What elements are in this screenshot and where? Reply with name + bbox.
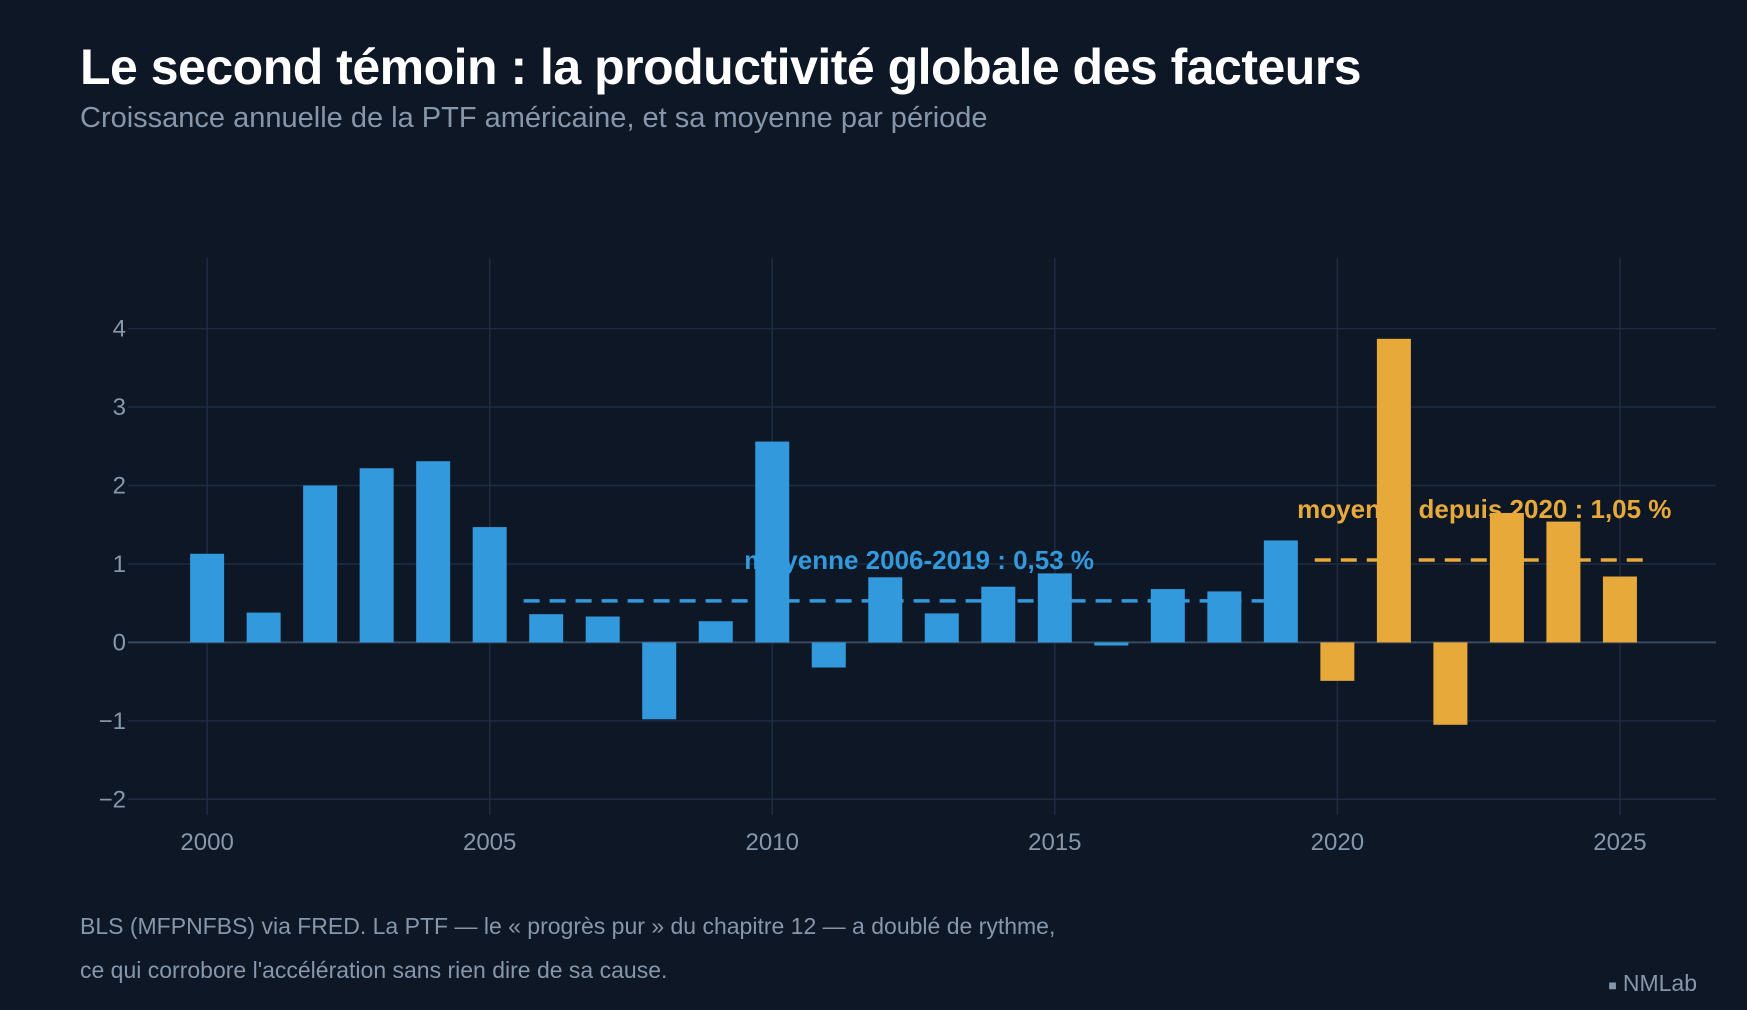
bar-2009 xyxy=(698,621,733,643)
bar-2000 xyxy=(190,553,225,643)
brand-label: NMLab xyxy=(1622,970,1697,996)
square-dot-icon: ■ xyxy=(1608,976,1617,993)
bar-2019 xyxy=(1263,540,1298,643)
y-tick-label: −2 xyxy=(99,786,126,813)
y-tick-label: 0 xyxy=(113,629,126,656)
y-tick-label: −1 xyxy=(99,708,126,735)
average-labels: moyenne 2006-2019 : 0,53 % moyenne depuis… xyxy=(744,494,1671,575)
bar-2003 xyxy=(359,468,394,643)
bar-2012 xyxy=(868,577,903,643)
bar-2002 xyxy=(303,485,338,643)
average-label-2: moyenne depuis 2020 : 1,05 % xyxy=(1297,494,1671,524)
x-tick-label: 2015 xyxy=(1028,829,1081,856)
bar-2013 xyxy=(924,613,959,643)
y-tick-label: 3 xyxy=(113,394,126,421)
x-tick-label: 2020 xyxy=(1311,829,1364,856)
bar-2018 xyxy=(1207,591,1242,643)
bar-2016 xyxy=(1094,642,1129,646)
bar-2024 xyxy=(1546,521,1581,643)
chart-bars xyxy=(190,338,1637,725)
bar-2014 xyxy=(981,586,1016,643)
bar-2004 xyxy=(416,461,451,643)
bar-2001 xyxy=(246,612,281,643)
brand: ■ NMLab xyxy=(1608,970,1697,997)
y-tick-label: 4 xyxy=(113,316,126,343)
bar-2015 xyxy=(1037,573,1072,643)
chart-axes: 2000 2005 2010 2015 2020 2025 −2 −1 0 1 2 3 4 xyxy=(99,316,1647,856)
bar-2017 xyxy=(1150,589,1185,643)
bar-2005 xyxy=(472,527,507,643)
x-tick-label: 2005 xyxy=(463,829,516,856)
bar-2020 xyxy=(1320,642,1355,681)
y-tick-label: 1 xyxy=(113,551,126,578)
chart-subtitle: Croissance annuelle de la PTF américaine… xyxy=(80,102,988,134)
source-note-line2: ce qui corrobore l'accélération sans rie… xyxy=(80,957,668,983)
bar-2025 xyxy=(1602,576,1637,643)
x-tick-label: 2000 xyxy=(180,829,233,856)
x-tick-label: 2025 xyxy=(1593,829,1646,856)
bar-2008 xyxy=(642,642,677,720)
bar-2007 xyxy=(585,616,620,643)
bar-2011 xyxy=(811,642,846,668)
source-note-line1: BLS (MFPNFBS) via FRED. La PTF — le « pr… xyxy=(80,913,1056,939)
average-label-1: moyenne 2006-2019 : 0,53 % xyxy=(744,545,1094,575)
bar-2006 xyxy=(529,614,564,643)
x-tick-label: 2010 xyxy=(746,829,799,856)
bar-2021 xyxy=(1376,338,1411,643)
chart-title: Le second témoin : la productivité globa… xyxy=(80,39,1362,95)
bar-2010 xyxy=(755,441,790,643)
y-tick-label: 2 xyxy=(113,473,126,500)
average-lines xyxy=(523,558,1649,603)
bar-2023 xyxy=(1489,512,1524,643)
bar-2022 xyxy=(1433,642,1468,725)
